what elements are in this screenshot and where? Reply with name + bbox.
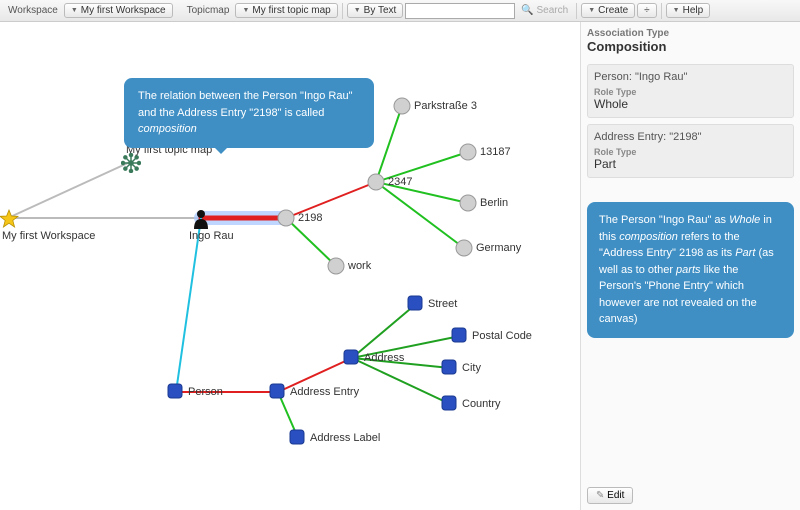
topicmap-dropdown[interactable]: ▼My first topic map (235, 3, 337, 18)
edit-label: Edit (607, 490, 624, 501)
topic-node[interactable] (343, 349, 359, 368)
topic-label: Parkstraße 3 (414, 100, 477, 112)
chevron-down-icon: ▼ (242, 7, 249, 14)
topic-node[interactable] (407, 295, 423, 314)
topic-node[interactable] (459, 194, 477, 215)
role-panel-2: Address Entry: "2198" Role Type Part (587, 124, 794, 178)
chevron-down-icon: ▼ (71, 7, 78, 14)
create-label: Create (598, 5, 628, 16)
topic-node[interactable] (455, 239, 473, 260)
topic-label: Country (462, 398, 501, 410)
pencil-icon: ✎ (596, 490, 604, 501)
role-2-value: Part (594, 157, 787, 171)
topic-node[interactable] (393, 97, 411, 118)
chevron-down-icon: ▼ (354, 7, 361, 14)
create-dropdown[interactable]: ▼Create (581, 3, 635, 18)
workspace-dropdown[interactable]: ▼My first Workspace (64, 3, 173, 18)
topic-node[interactable] (269, 383, 285, 402)
topic-label: 2347 (388, 176, 412, 188)
workspace-value: My first Workspace (81, 5, 166, 16)
role-panel-1: Person: "Ingo Rau" Role Type Whole (587, 64, 794, 118)
topic-label: Postal Code (472, 330, 532, 342)
edit-button[interactable]: ✎ Edit (587, 487, 633, 504)
help-label: Help (683, 5, 704, 16)
canvas-callout: The relation between the Person "Ingo Ra… (124, 78, 374, 148)
topic-label: 13187 (480, 146, 511, 158)
topic-label: Berlin (480, 197, 508, 209)
toolbar-divider (661, 3, 662, 19)
role-1-value: Whole (594, 97, 787, 111)
role-2-title: Address Entry: "2198" (594, 131, 787, 143)
topic-label: Address (364, 352, 404, 364)
topic-node[interactable] (167, 383, 183, 402)
workspace-label: Workspace (4, 5, 62, 16)
role-1-label: Role Type (594, 87, 787, 97)
chevron-down-icon: ▼ (673, 7, 680, 14)
topic-node[interactable] (451, 327, 467, 346)
topic-label: Germany (476, 242, 521, 254)
topic-node[interactable] (459, 143, 477, 164)
topic-canvas[interactable]: My first WorkspaceMy first topic mapIngo… (0, 22, 580, 510)
topic-node[interactable] (277, 209, 295, 230)
detail-panel: Association Type Composition Person: "In… (580, 22, 800, 510)
topic-label: work (348, 260, 371, 272)
bytext-dropdown[interactable]: ▼By Text (347, 3, 404, 18)
topic-label: Ingo Rau (189, 230, 234, 242)
assoc-type-label: Association Type (587, 28, 794, 39)
topic-label: My first Workspace (2, 230, 95, 242)
topic-node[interactable] (121, 153, 141, 176)
special-button[interactable]: ÷ (637, 3, 657, 18)
search-label: 🔍 Search (517, 5, 572, 16)
topic-node[interactable] (441, 359, 457, 378)
topic-node[interactable] (367, 173, 385, 194)
topic-node[interactable] (192, 209, 210, 232)
topic-label: 2198 (298, 212, 322, 224)
edit-bar: ✎ Edit (587, 487, 794, 504)
main-area: My first WorkspaceMy first topic mapIngo… (0, 22, 800, 510)
topicmap-label: Topicmap (183, 5, 234, 16)
sidebar-callout: The Person "Ingo Rau" as Whole in this c… (587, 202, 794, 338)
topic-node[interactable] (327, 257, 345, 278)
search-input[interactable] (405, 3, 515, 19)
help-dropdown[interactable]: ▼Help (666, 3, 711, 18)
role-2-label: Role Type (594, 147, 787, 157)
topic-label: Address Entry (290, 386, 359, 398)
topic-label: City (462, 362, 481, 374)
topic-label: Street (428, 298, 457, 310)
topic-node[interactable] (0, 209, 19, 232)
role-1-title: Person: "Ingo Rau" (594, 71, 787, 83)
chevron-down-icon: ▼ (588, 7, 595, 14)
topic-node[interactable] (441, 395, 457, 414)
topic-label: Person (188, 386, 223, 398)
bytext-label: By Text (364, 5, 397, 16)
toolbar: Workspace ▼My first Workspace Topicmap ▼… (0, 0, 800, 22)
toolbar-divider (342, 3, 343, 19)
topic-label: Address Label (310, 432, 380, 444)
assoc-type-value: Composition (587, 39, 794, 54)
topic-node[interactable] (289, 429, 305, 448)
assoc-header: Association Type Composition (587, 28, 794, 58)
toolbar-divider (576, 3, 577, 19)
topicmap-value: My first topic map (252, 5, 330, 16)
